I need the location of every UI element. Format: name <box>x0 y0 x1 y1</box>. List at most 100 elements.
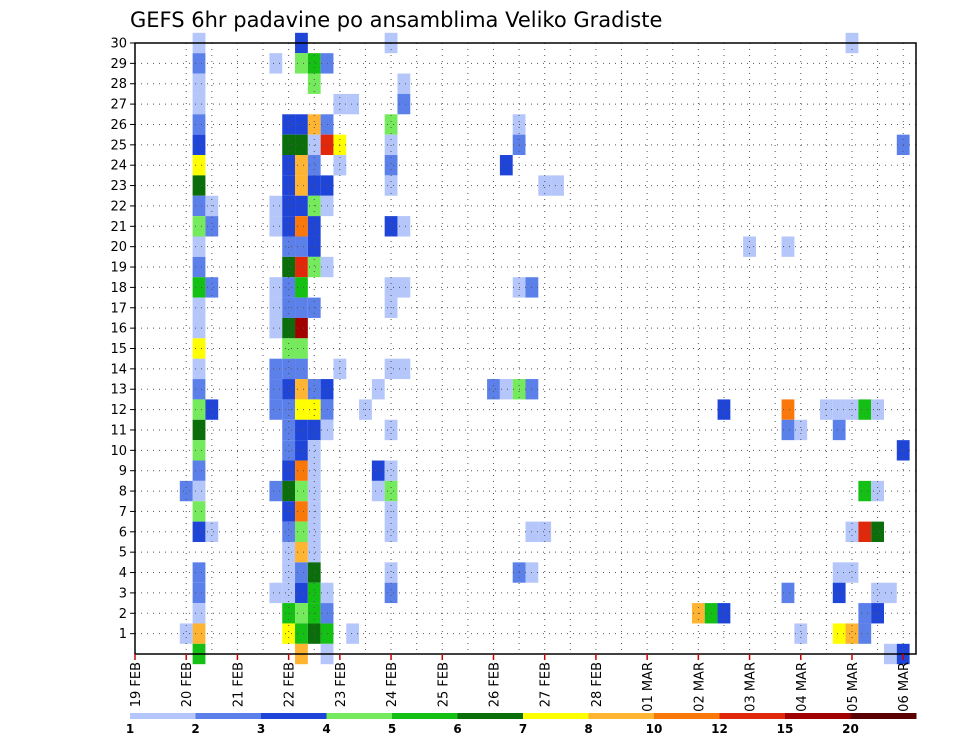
heatmap-cell <box>397 216 411 237</box>
heatmap-cell <box>781 582 795 604</box>
y-tick-label: 8 <box>119 485 127 500</box>
heatmap-cell <box>371 480 385 502</box>
heatmap-cell <box>295 480 308 502</box>
colorbar-label: 1 <box>126 722 134 736</box>
colorbar-label: 8 <box>584 722 592 736</box>
heatmap-cell <box>282 277 296 298</box>
y-tick-label: 17 <box>110 301 127 316</box>
x-tick-label: 04 MAR <box>795 662 810 712</box>
x-axis-ticks: 19 FEB 20 FEB 21 FEB 22 FEB 23 FEB 24 FEB 25 F… <box>129 654 912 712</box>
heatmap-cell <box>269 216 283 237</box>
heatmap-cell <box>192 440 206 461</box>
heatmap-cell <box>282 114 296 135</box>
heatmap-cell <box>192 236 206 257</box>
heatmap-cell <box>384 216 398 237</box>
heatmap-cell <box>832 399 846 420</box>
heatmap-cell <box>307 440 321 461</box>
heatmap-cell <box>269 317 283 339</box>
heatmap-cell <box>295 175 308 196</box>
heatmap-cell <box>282 521 296 542</box>
colorbar-legend: 1 2 3 4 5 6 7 8 10 12 15 20 <box>126 713 917 736</box>
y-tick-label: 6 <box>119 525 127 540</box>
heatmap-cell <box>487 379 500 400</box>
y-tick-label: 12 <box>110 403 127 418</box>
heatmap-cell <box>282 155 296 176</box>
x-tick-label: 02 MAR <box>692 662 707 712</box>
heatmap-cell <box>397 277 411 298</box>
heatmap-cell <box>192 53 206 74</box>
heatmap-cell <box>282 256 296 278</box>
x-tick-label: 26 FEB <box>487 662 502 707</box>
heatmap-cell <box>192 73 206 94</box>
heatmap-cell <box>871 480 884 502</box>
x-tick-label: 19 FEB <box>129 662 144 707</box>
heatmap-cell <box>205 216 219 237</box>
x-tick-label: 01 MAR <box>641 662 656 712</box>
colorbar-swatch <box>457 713 524 719</box>
y-tick-label: 22 <box>110 199 127 214</box>
heatmap-cell <box>192 114 206 135</box>
heatmap-cell <box>781 399 795 420</box>
heatmap-cell <box>192 480 206 502</box>
heatmap-cell <box>307 623 321 644</box>
y-tick-label: 14 <box>110 362 127 377</box>
heatmap-cell <box>845 623 859 644</box>
heatmap-cell <box>307 134 321 156</box>
heatmap-cell <box>205 277 219 298</box>
y-tick-label: 24 <box>110 159 127 174</box>
heatmap-cell <box>397 358 411 380</box>
y-tick-label: 20 <box>110 240 127 255</box>
heatmap-cell <box>781 419 795 441</box>
heatmap-cell <box>858 603 872 624</box>
y-tick-label: 7 <box>119 505 127 520</box>
y-tick-label: 11 <box>110 423 127 438</box>
heatmap-cell <box>295 501 308 522</box>
x-tick-label: 20 FEB <box>180 662 195 707</box>
heatmap-cell <box>295 603 308 624</box>
heatmap-cell <box>192 338 206 359</box>
heatmap-cell <box>832 582 846 604</box>
heatmap-cell <box>794 623 808 644</box>
y-tick-label: 30 <box>110 37 127 52</box>
colorbar-swatch <box>588 713 655 719</box>
heatmap-cell <box>307 155 321 176</box>
heatmap-cell <box>858 623 872 644</box>
heatmap-cell <box>883 582 897 604</box>
heatmap-cell <box>295 379 308 400</box>
y-tick-label: 15 <box>110 342 127 357</box>
heatmap-cell <box>499 155 513 176</box>
x-tick-label: 03 MAR <box>744 662 759 712</box>
heatmap-cell <box>858 480 872 502</box>
heatmap-cell <box>295 216 308 237</box>
heatmap-cell <box>179 480 193 502</box>
colorbar-swatch <box>326 713 393 719</box>
y-tick-label: 29 <box>110 57 127 72</box>
colorbar-swatch <box>654 713 720 719</box>
y-tick-label: 27 <box>110 98 127 113</box>
heatmap-cell <box>282 317 296 339</box>
heatmap-cell <box>269 358 283 380</box>
heatmap-cell <box>858 521 872 542</box>
heatmap-cell <box>295 155 308 176</box>
heatmap-cell <box>295 317 308 339</box>
colorbar-swatch <box>850 713 917 719</box>
heatmap-cell <box>269 379 283 400</box>
heatmap-cell <box>192 460 206 481</box>
colorbar-swatch <box>392 713 458 719</box>
heatmap-cell <box>269 480 283 502</box>
heatmap-cell <box>781 236 795 257</box>
heatmap-cell <box>192 134 206 156</box>
x-tick-label: 27 FEB <box>539 662 554 707</box>
heatmap-cell <box>192 175 206 196</box>
heatmap-cell <box>307 460 321 481</box>
heatmap-cell <box>384 114 398 135</box>
heatmap-cell <box>192 317 206 339</box>
heatmap-cell <box>307 541 321 563</box>
y-tick-label: 25 <box>110 138 127 153</box>
heatmap-cell <box>307 521 321 542</box>
colorbar-swatch <box>785 713 851 719</box>
heatmap-cell <box>307 53 321 74</box>
colorbar-label: 12 <box>711 722 728 736</box>
heatmap-cell <box>538 175 552 196</box>
